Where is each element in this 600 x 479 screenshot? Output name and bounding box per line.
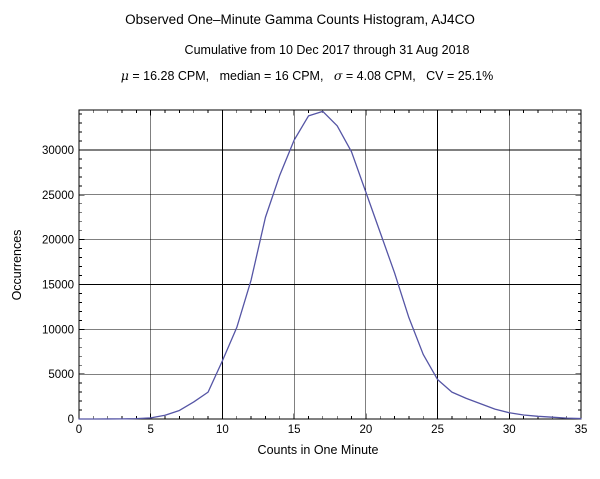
x-tick-label: 20 xyxy=(359,424,372,436)
y-tick-label: 10000 xyxy=(42,324,74,336)
chart-subtitle: Cumulative from 10 Dec 2017 through 31 A… xyxy=(184,43,470,57)
y-axis-label: Occurrences xyxy=(10,230,24,301)
stats-text: = 16.28 CPM, median = 16 CPM, xyxy=(128,69,334,83)
y-tick-label: 30000 xyxy=(42,145,74,157)
x-tick-label: 10 xyxy=(216,424,229,436)
plot-frame xyxy=(78,109,582,420)
x-axis-label: Counts in One Minute xyxy=(258,443,379,457)
stats-text: = 4.08 CPM, CV = 25.1% xyxy=(342,69,494,83)
distribution-curve xyxy=(78,110,582,420)
x-tick-label: 35 xyxy=(575,424,588,436)
x-tick-label: 30 xyxy=(503,424,516,436)
x-tick-label: 5 xyxy=(148,424,154,436)
y-tick-label: 25000 xyxy=(42,190,74,202)
x-tick-label: 15 xyxy=(288,424,301,436)
chart-title: Observed One–Minute Gamma Counts Histogr… xyxy=(125,12,475,27)
y-tick-label: 5000 xyxy=(48,369,74,381)
y-tick-label: 0 xyxy=(68,414,74,426)
chart-stats-annotation: μ = 16.28 CPM, median = 16 CPM, σ = 4.08… xyxy=(7,68,600,83)
x-tick-label: 25 xyxy=(431,424,444,436)
y-tick-label: 20000 xyxy=(42,235,74,247)
stats-greek-symbol: σ xyxy=(333,68,343,83)
stats-greek-symbol: μ xyxy=(120,68,129,83)
x-tick-label: 0 xyxy=(76,424,82,436)
y-tick-label: 15000 xyxy=(42,279,74,291)
